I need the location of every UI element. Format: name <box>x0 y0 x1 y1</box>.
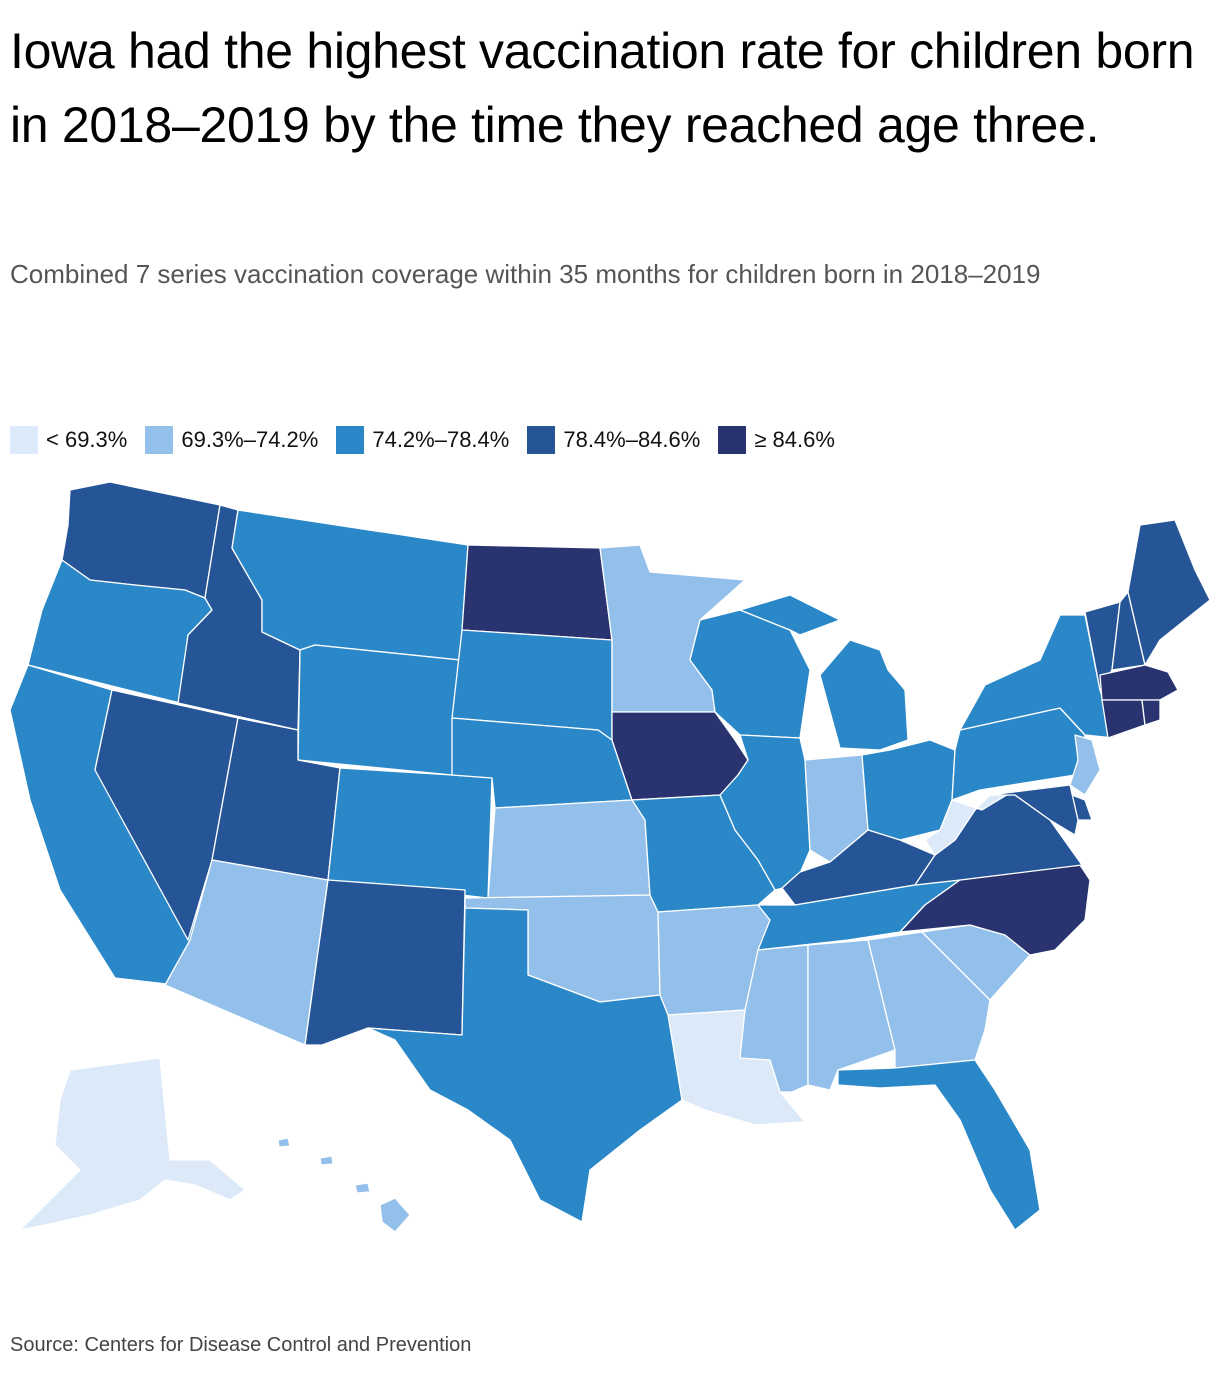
page-title: Iowa had the highest vaccination rate fo… <box>10 23 1195 153</box>
legend-swatch <box>527 426 556 454</box>
legend-label: ≥ 84.6% <box>754 427 835 452</box>
state-connecticut <box>1101 699 1146 739</box>
legend-item: 69.3%–74.2% <box>145 426 318 454</box>
state-texas <box>367 907 683 1223</box>
legend-item: 74.2%–78.4% <box>336 426 509 454</box>
state-michigan <box>739 594 909 751</box>
legend: < 69.3% 69.3%–74.2% 74.2%–78.4% 78.4%–84… <box>10 424 853 456</box>
legend-swatch <box>10 426 38 454</box>
state-rhode-island <box>1141 699 1161 726</box>
map-svg <box>9 481 1211 1233</box>
legend-item: < 69.3% <box>10 426 127 454</box>
legend-swatch <box>336 426 365 454</box>
state-florida <box>837 1059 1041 1231</box>
legend-item: 78.4%–84.6% <box>527 426 700 454</box>
state-arizona <box>164 859 329 1046</box>
legend-label: 74.2%–78.4% <box>372 427 510 452</box>
state-wyoming <box>297 644 461 776</box>
source-note: Source: Centers for Disease Control and … <box>10 1334 472 1356</box>
legend-label: 78.4%–84.6% <box>563 427 701 452</box>
state-illinois <box>719 734 811 891</box>
state-new-jersey <box>1069 734 1101 796</box>
state-ohio <box>861 739 956 841</box>
state-maryland <box>989 784 1079 836</box>
state-kansas <box>487 799 651 899</box>
legend-item: ≥ 84.6% <box>718 426 835 454</box>
state-maine <box>1127 519 1211 666</box>
state-alaska <box>19 1057 246 1231</box>
state-north-carolina <box>899 864 1091 956</box>
state-new-mexico <box>304 879 466 1046</box>
page-subtitle: Combined 7 series vaccination coverage w… <box>10 259 1041 289</box>
us-choropleth-map <box>0 470 1220 1270</box>
legend-swatch <box>718 426 747 454</box>
legend-swatch <box>145 426 174 454</box>
state-west-virginia <box>924 789 1016 856</box>
state-mississippi <box>739 944 809 1093</box>
state-north-dakota <box>461 544 613 641</box>
legend-label: < 69.3% <box>46 427 128 452</box>
legend-label: 69.3%–74.2% <box>181 427 319 452</box>
state-nevada <box>94 689 239 941</box>
state-colorado <box>327 767 493 899</box>
state-hawaii <box>277 1137 411 1233</box>
